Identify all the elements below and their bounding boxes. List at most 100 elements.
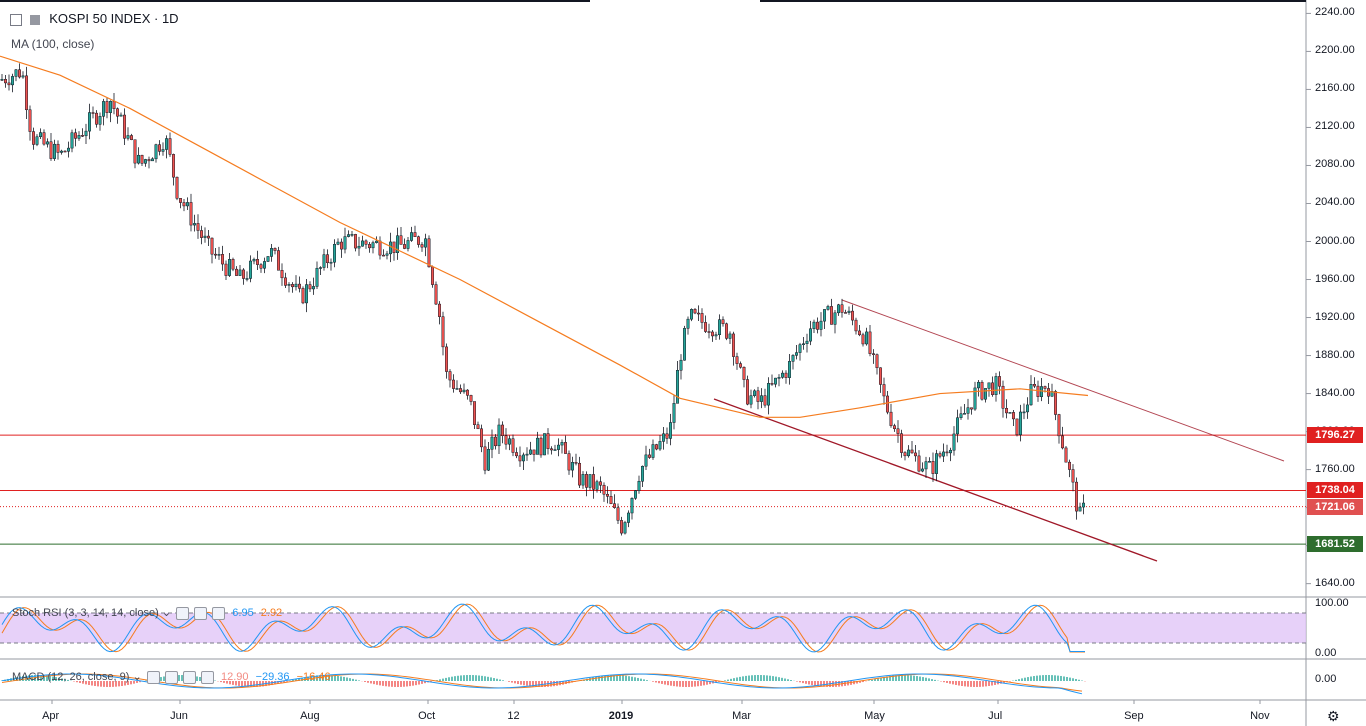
macd-histogram-bar — [559, 681, 561, 686]
candle-body — [490, 436, 494, 450]
candle-body — [448, 371, 452, 381]
collapse-icon[interactable] — [10, 13, 22, 26]
macd-histogram-bar — [442, 678, 444, 681]
macd-histogram-bar — [178, 675, 180, 681]
candle-body — [217, 254, 221, 256]
macd-histogram-bar — [343, 676, 345, 681]
candle-body — [830, 306, 833, 325]
macd-histogram-bar — [451, 676, 453, 681]
candle-body — [466, 389, 469, 396]
candle-body — [868, 331, 872, 354]
candle-body — [893, 425, 896, 430]
macd-histogram-bar — [76, 681, 78, 683]
stoch-d-value: 2.92 — [260, 607, 283, 619]
candle-body — [308, 284, 312, 290]
candle-body — [805, 340, 809, 344]
macd-histogram-bar — [112, 681, 114, 687]
macd-title: MACD (12, 26, close, 9) — [12, 671, 130, 683]
candle-body — [781, 372, 784, 378]
candle-body — [315, 267, 319, 287]
candle-body — [802, 343, 805, 345]
candle-body — [291, 284, 294, 288]
macd-histogram-bar — [742, 676, 744, 681]
candle-body — [203, 235, 207, 238]
visibility-icon[interactable] — [176, 606, 190, 620]
candle-body — [861, 334, 865, 345]
macd-histogram-bar — [658, 681, 660, 684]
macd-histogram-bar — [892, 675, 894, 681]
candle-body — [273, 248, 277, 251]
macd-legend[interactable]: MACD (12, 26, close, 9) ⌄ 12.90 −29.36 −… — [12, 670, 331, 684]
candle-body — [0, 79, 4, 81]
more-icon[interactable] — [182, 670, 196, 684]
candle-body — [707, 331, 711, 333]
candle-body — [1054, 391, 1057, 415]
candle-body — [84, 130, 88, 137]
settings-icon[interactable] — [164, 670, 178, 684]
candle-body — [91, 112, 95, 114]
macd-histogram-bar — [745, 675, 747, 681]
candle-body — [1022, 411, 1026, 414]
settings-icon[interactable] — [194, 606, 208, 620]
macd-histogram-bar — [322, 675, 324, 681]
candle-body — [378, 240, 382, 256]
macd-histogram-bar — [688, 681, 690, 687]
macd-histogram-bar — [994, 681, 996, 685]
candle-body — [102, 101, 105, 117]
macd-histogram-bar — [58, 677, 60, 681]
candle-body — [1040, 386, 1043, 397]
macd-histogram-bar — [1036, 675, 1038, 681]
candle-body — [539, 437, 543, 456]
macd-histogram-bar — [25, 675, 27, 681]
gear-icon[interactable]: ⚙ — [1327, 708, 1340, 724]
macd-histogram-bar — [628, 676, 630, 681]
candle-body — [938, 453, 942, 457]
macd-histogram-bar — [478, 675, 480, 681]
visibility-icon[interactable] — [146, 670, 160, 684]
macd-histogram-bar — [697, 681, 699, 687]
macd-hist-value: 12.90 — [220, 671, 249, 683]
candle-body — [116, 108, 119, 117]
candle-body — [826, 306, 830, 310]
candle-body — [634, 490, 637, 499]
candle-body — [473, 401, 476, 425]
macd-histogram-bar — [859, 681, 861, 683]
symbol-header[interactable]: KOSPI 50 INDEX · 1D — [10, 11, 179, 26]
macd-histogram-bar — [388, 681, 390, 687]
candle-body — [970, 407, 973, 410]
candle-body — [567, 453, 571, 471]
candle-body — [109, 101, 112, 113]
candle-body — [956, 417, 959, 435]
stoch-rsi-legend[interactable]: Stoch RSI (3, 3, 14, 14, close) ⌄ 6.95 2… — [12, 606, 282, 620]
macd-histogram-bar — [355, 679, 357, 681]
close-icon[interactable] — [212, 606, 226, 620]
candle-body — [641, 465, 644, 482]
candle-body — [749, 395, 753, 405]
candle-body — [329, 261, 333, 264]
macd-histogram-bar — [640, 678, 642, 681]
macd-histogram-bar — [700, 681, 702, 686]
macd-histogram-bar — [67, 679, 69, 681]
macd-histogram-bar — [97, 681, 99, 687]
macd-histogram-bar — [370, 681, 372, 684]
macd-histogram-bar — [511, 681, 513, 683]
ma-legend[interactable]: MA (100, close) — [11, 37, 95, 51]
chevron-down-icon[interactable]: ⌄ — [132, 671, 142, 683]
macd-histogram-bar — [973, 681, 975, 687]
macd-histogram-bar — [496, 678, 498, 681]
macd-histogram-bar — [160, 677, 162, 681]
candle-body — [1061, 435, 1064, 449]
macd-histogram-bar — [1021, 678, 1023, 681]
candle-body — [795, 352, 798, 356]
candle-body — [742, 366, 746, 380]
chevron-down-icon[interactable]: ⌄ — [161, 607, 172, 619]
macd-histogram-bar — [538, 681, 540, 687]
macd-histogram-bar — [772, 676, 774, 681]
macd-histogram-bar — [811, 681, 813, 686]
close-icon[interactable] — [200, 670, 214, 684]
price-tick-label: 2120.00 — [1315, 120, 1355, 133]
candle-body — [774, 377, 777, 385]
macd-histogram-bar — [796, 681, 798, 682]
candle-body — [434, 284, 438, 305]
